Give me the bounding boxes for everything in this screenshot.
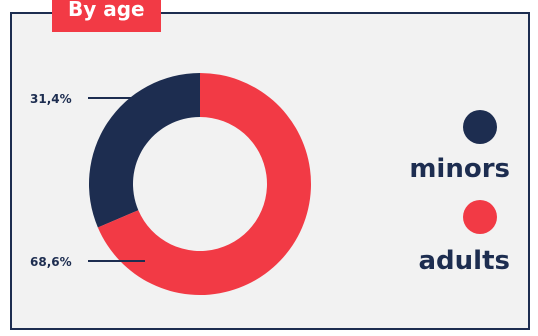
data-label-adults: 68,6% [30,255,72,269]
data-label-minors: 31,4% [30,92,72,106]
legend-label-minors: minors [409,154,510,184]
chart-title: By age [52,0,161,32]
legend-label-adults: adults [419,246,510,276]
legend-marker-minors [463,110,497,144]
donut-slice-minors [89,73,200,228]
legend-marker-adults [463,200,497,234]
donut-slice-adults [97,73,312,295]
